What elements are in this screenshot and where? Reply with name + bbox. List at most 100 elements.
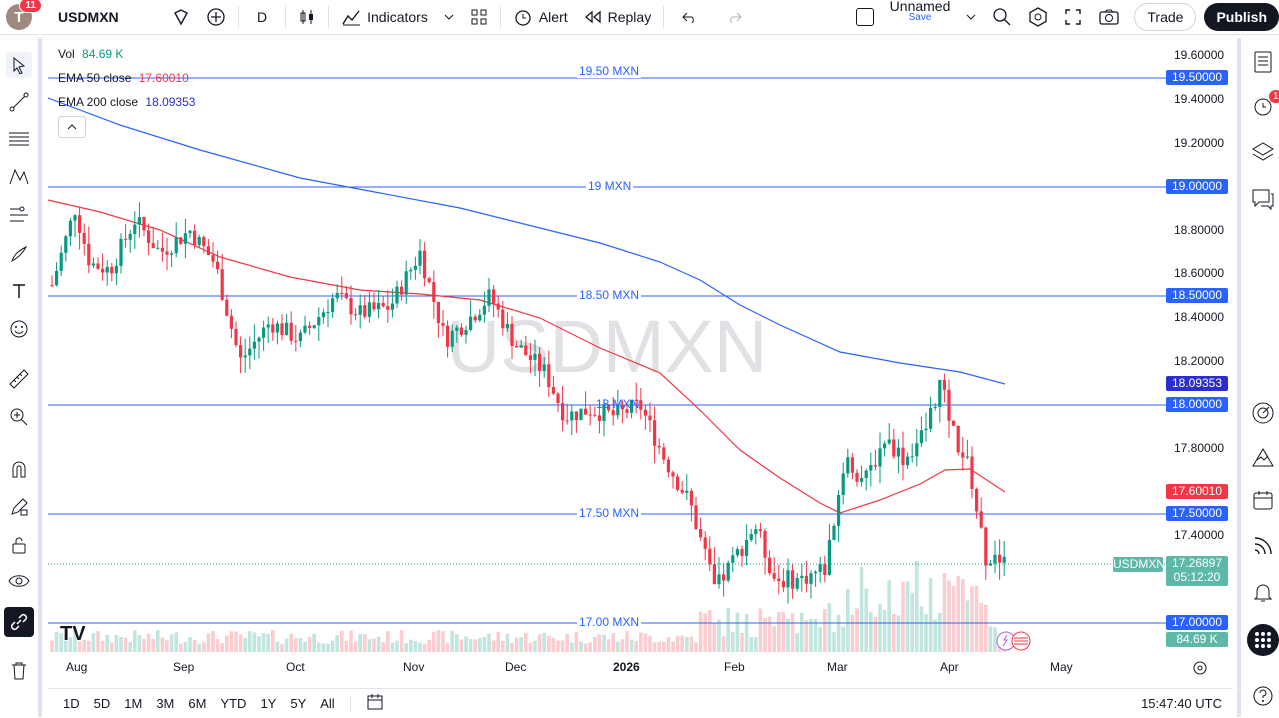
volume-legend[interactable]: Vol 84.69 K — [58, 47, 124, 61]
price-tag-19-00[interactable]: 19.00000 — [1166, 179, 1228, 194]
layout-dropdown-icon[interactable] — [958, 0, 984, 34]
camera-icon[interactable] — [1090, 0, 1128, 34]
trend-line-icon[interactable] — [6, 89, 32, 115]
hline-label[interactable]: 18.50 MXN — [577, 288, 642, 302]
time-axis[interactable]: Aug Sep Oct Nov Dec 2026 Feb Mar Apr May — [48, 657, 1166, 679]
settings-icon[interactable] — [1020, 0, 1056, 34]
trash-icon[interactable] — [6, 658, 32, 684]
utc-clock[interactable]: 15:47:40 UTC — [1141, 696, 1222, 711]
range-3m[interactable]: 3M — [156, 696, 175, 711]
ruler-icon[interactable] — [6, 366, 32, 392]
price-tag-18-50[interactable]: 18.50000 — [1166, 288, 1228, 303]
notifications-bell-icon[interactable] — [1249, 578, 1277, 606]
current-price-tag[interactable]: 17.26897 05:12:20 — [1166, 556, 1228, 586]
emoji-icon[interactable] — [6, 316, 32, 342]
date-range-icon[interactable] — [359, 693, 391, 714]
lock-pencil-icon[interactable] — [6, 494, 32, 520]
ema50-price-tag[interactable]: 17.60010 — [1166, 484, 1228, 499]
volume-bar — [381, 642, 385, 652]
range-ytd[interactable]: YTD — [220, 696, 247, 711]
range-6m[interactable]: 6M — [188, 696, 207, 711]
templates-icon[interactable] — [462, 0, 496, 34]
axis-settings-icon[interactable] — [1192, 660, 1208, 681]
hline-label[interactable]: 19.50 MXN — [577, 64, 642, 78]
target-icon[interactable] — [1249, 399, 1277, 427]
user-avatar[interactable]: T 11 — [6, 0, 42, 30]
volume-bar — [864, 588, 868, 652]
add-symbol-icon[interactable] — [198, 0, 234, 34]
symbol-search[interactable]: USDMXN — [58, 9, 119, 25]
volume-bar — [261, 633, 266, 652]
forecast-icon[interactable] — [6, 202, 32, 228]
candles-icon[interactable] — [290, 0, 324, 34]
collapse-legend-button[interactable] — [58, 116, 86, 138]
indicators-dropdown-icon[interactable] — [436, 0, 462, 34]
interval-button[interactable]: D — [257, 9, 268, 25]
redo-icon[interactable] — [712, 0, 756, 34]
apps-grid-icon[interactable] — [1247, 624, 1279, 656]
cursor-icon[interactable] — [6, 52, 32, 78]
candle — [482, 291, 486, 323]
price-tag-17-50[interactable]: 17.50000 — [1166, 506, 1228, 521]
volume-bar — [547, 635, 551, 652]
layout-name[interactable]: Unnamed Save — [889, 0, 951, 23]
watchlist-icon[interactable] — [1249, 48, 1277, 76]
help-icon[interactable] — [1249, 682, 1277, 710]
candle — [906, 452, 910, 470]
volume-bar — [620, 639, 625, 652]
ideas-icon[interactable] — [1249, 443, 1277, 471]
indicators-button[interactable]: Indicators — [333, 0, 436, 34]
range-1y[interactable]: 1Y — [260, 696, 277, 711]
hline-label[interactable]: 17.50 MXN — [577, 506, 642, 520]
pattern-icon[interactable] — [6, 164, 32, 190]
hline-label[interactable]: 18 MXN — [596, 397, 640, 411]
trade-button[interactable]: Trade — [1134, 3, 1197, 31]
layers-icon[interactable] — [1249, 138, 1277, 166]
brush-icon[interactable] — [6, 241, 32, 267]
fib-retracement-icon[interactable] — [6, 126, 32, 152]
calendar-icon[interactable] — [1249, 486, 1277, 514]
volume-bar — [652, 642, 657, 652]
hline-label[interactable]: 17.00 MXN — [577, 615, 642, 629]
candle — [110, 262, 114, 282]
compare-icon[interactable] — [164, 0, 198, 34]
chat-icon[interactable] — [1249, 185, 1277, 213]
quick-search-icon[interactable] — [984, 0, 1020, 34]
time-tick: Apr — [940, 660, 959, 674]
eye-icon[interactable] — [6, 568, 32, 594]
alert-button[interactable]: Alert — [505, 0, 576, 34]
lock-icon[interactable] — [6, 532, 32, 558]
price-tag-17-00[interactable]: 17.00000 — [1166, 615, 1228, 630]
link-icon[interactable] — [4, 607, 34, 637]
candle — [975, 487, 979, 519]
candle — [712, 547, 716, 585]
ema200-price-tag[interactable]: 18.09353 — [1166, 376, 1228, 391]
price-tag-19-50[interactable]: 19.50000 — [1166, 70, 1228, 85]
candle — [133, 211, 137, 249]
undo-icon[interactable] — [668, 0, 712, 34]
text-icon[interactable] — [6, 278, 32, 304]
ema50-legend[interactable]: EMA 50 close 17.60010 — [58, 71, 189, 85]
event-icons[interactable] — [996, 631, 1031, 651]
range-1m[interactable]: 1M — [124, 696, 143, 711]
range-5d[interactable]: 5D — [93, 696, 111, 711]
volume-tag[interactable]: 84.69 K — [1166, 632, 1228, 647]
hline-label[interactable]: 19 MXN — [586, 179, 634, 193]
alerts-icon[interactable]: 1 — [1249, 90, 1279, 120]
publish-button[interactable]: Publish — [1204, 3, 1279, 31]
candle — [183, 218, 187, 259]
price-tag-18-00[interactable]: 18.00000 — [1166, 397, 1228, 412]
range-all[interactable]: All — [320, 696, 335, 711]
volume-bar — [850, 614, 855, 652]
current-symbol-tag[interactable]: USDMXN — [1113, 557, 1166, 572]
news-feed-icon[interactable] — [1249, 532, 1277, 560]
range-1d[interactable]: 1D — [63, 696, 80, 711]
magnet-icon[interactable] — [6, 456, 32, 482]
range-5y[interactable]: 5Y — [290, 696, 307, 711]
ema200-legend[interactable]: EMA 200 close 18.09353 — [58, 95, 196, 109]
replay-button[interactable]: Replay — [576, 0, 660, 34]
zoom-in-icon[interactable] — [6, 404, 32, 430]
fullscreen-icon[interactable] — [1056, 0, 1090, 34]
layout-checkbox[interactable] — [848, 0, 882, 34]
